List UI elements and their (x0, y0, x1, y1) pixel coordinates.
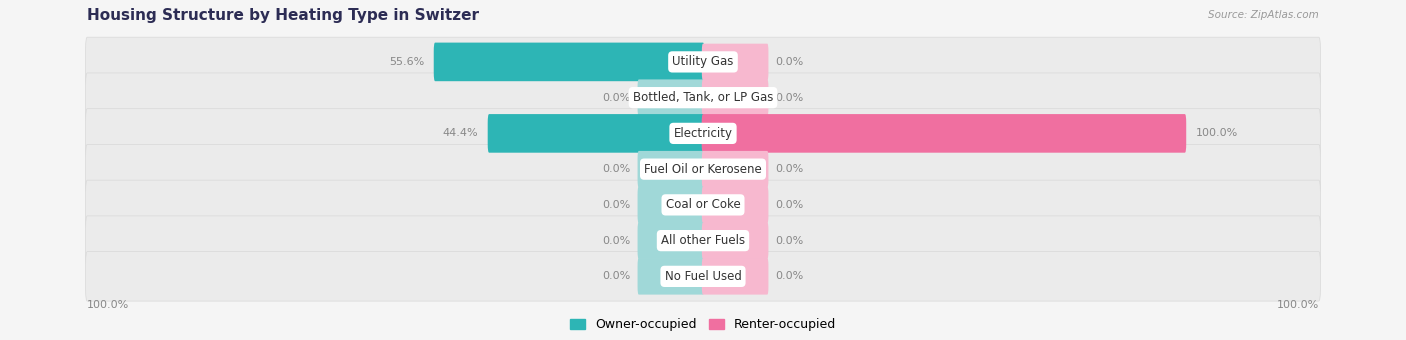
Text: 0.0%: 0.0% (602, 200, 631, 210)
FancyBboxPatch shape (86, 73, 1320, 122)
Text: Bottled, Tank, or LP Gas: Bottled, Tank, or LP Gas (633, 91, 773, 104)
FancyBboxPatch shape (86, 144, 1320, 194)
Text: 100.0%: 100.0% (1277, 300, 1319, 310)
FancyBboxPatch shape (637, 222, 704, 259)
Text: 55.6%: 55.6% (389, 57, 425, 67)
Text: 0.0%: 0.0% (775, 200, 804, 210)
Text: 0.0%: 0.0% (775, 57, 804, 67)
FancyBboxPatch shape (488, 114, 704, 153)
Text: 100.0%: 100.0% (87, 300, 129, 310)
FancyBboxPatch shape (86, 252, 1320, 301)
Text: 0.0%: 0.0% (775, 164, 804, 174)
FancyBboxPatch shape (86, 216, 1320, 265)
Text: 0.0%: 0.0% (602, 92, 631, 103)
FancyBboxPatch shape (86, 37, 1320, 87)
FancyBboxPatch shape (637, 187, 704, 223)
Text: No Fuel Used: No Fuel Used (665, 270, 741, 283)
FancyBboxPatch shape (702, 80, 769, 116)
Text: Source: ZipAtlas.com: Source: ZipAtlas.com (1208, 11, 1319, 20)
FancyBboxPatch shape (702, 44, 769, 80)
FancyBboxPatch shape (433, 42, 704, 81)
Text: 0.0%: 0.0% (602, 271, 631, 282)
Text: All other Fuels: All other Fuels (661, 234, 745, 247)
Text: Electricity: Electricity (673, 127, 733, 140)
FancyBboxPatch shape (637, 80, 704, 116)
FancyBboxPatch shape (702, 114, 1187, 153)
Text: 0.0%: 0.0% (775, 236, 804, 245)
Text: 0.0%: 0.0% (775, 271, 804, 282)
Text: Coal or Coke: Coal or Coke (665, 198, 741, 211)
FancyBboxPatch shape (702, 187, 769, 223)
FancyBboxPatch shape (702, 258, 769, 294)
FancyBboxPatch shape (702, 151, 769, 187)
Text: 100.0%: 100.0% (1195, 129, 1237, 138)
Legend: Owner-occupied, Renter-occupied: Owner-occupied, Renter-occupied (565, 313, 841, 336)
Text: Housing Structure by Heating Type in Switzer: Housing Structure by Heating Type in Swi… (87, 8, 479, 23)
FancyBboxPatch shape (637, 258, 704, 294)
Text: 0.0%: 0.0% (602, 164, 631, 174)
FancyBboxPatch shape (86, 180, 1320, 230)
FancyBboxPatch shape (86, 109, 1320, 158)
FancyBboxPatch shape (637, 151, 704, 187)
Text: Fuel Oil or Kerosene: Fuel Oil or Kerosene (644, 163, 762, 176)
FancyBboxPatch shape (702, 222, 769, 259)
Text: 0.0%: 0.0% (602, 236, 631, 245)
Text: 44.4%: 44.4% (443, 129, 478, 138)
Text: 0.0%: 0.0% (775, 92, 804, 103)
Text: Utility Gas: Utility Gas (672, 55, 734, 68)
